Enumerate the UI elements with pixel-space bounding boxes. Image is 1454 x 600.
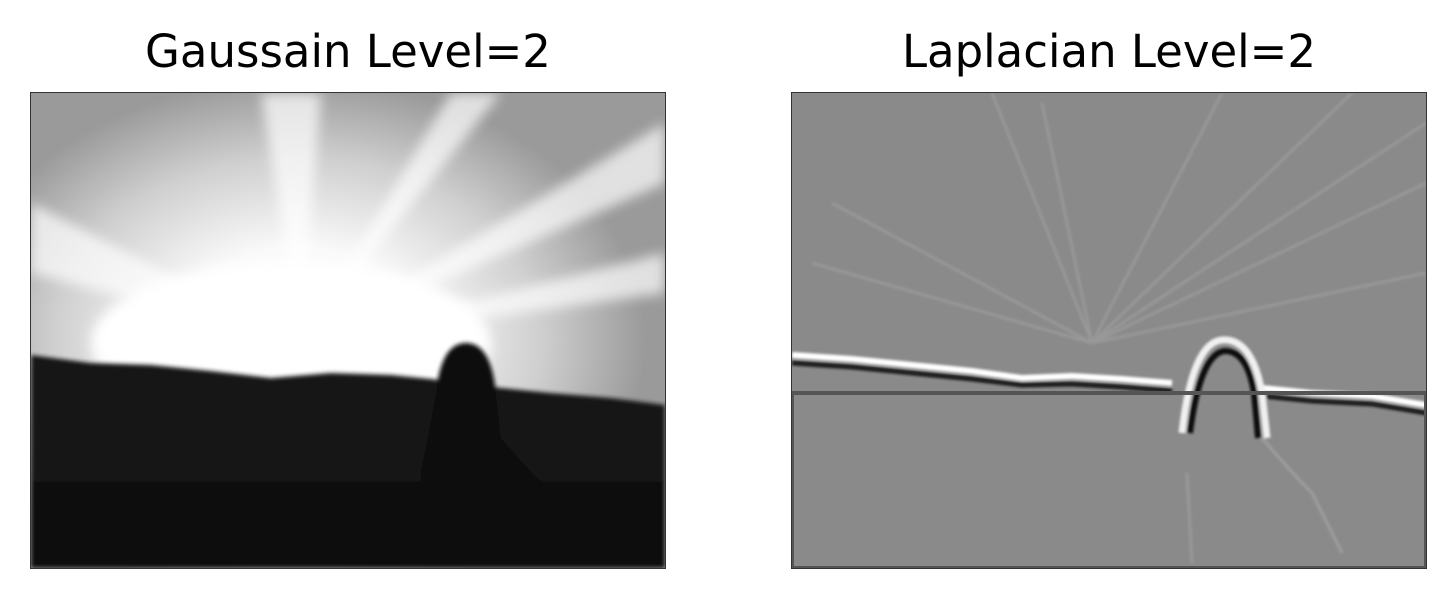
laplacian-image bbox=[791, 92, 1427, 569]
gaussian-title: Gaussain Level=2 bbox=[145, 25, 551, 78]
gaussian-image bbox=[30, 92, 666, 569]
gaussian-photo-icon bbox=[31, 93, 665, 568]
laplacian-photo-icon bbox=[792, 93, 1426, 568]
laplacian-title: Laplacian Level=2 bbox=[901, 25, 1317, 78]
